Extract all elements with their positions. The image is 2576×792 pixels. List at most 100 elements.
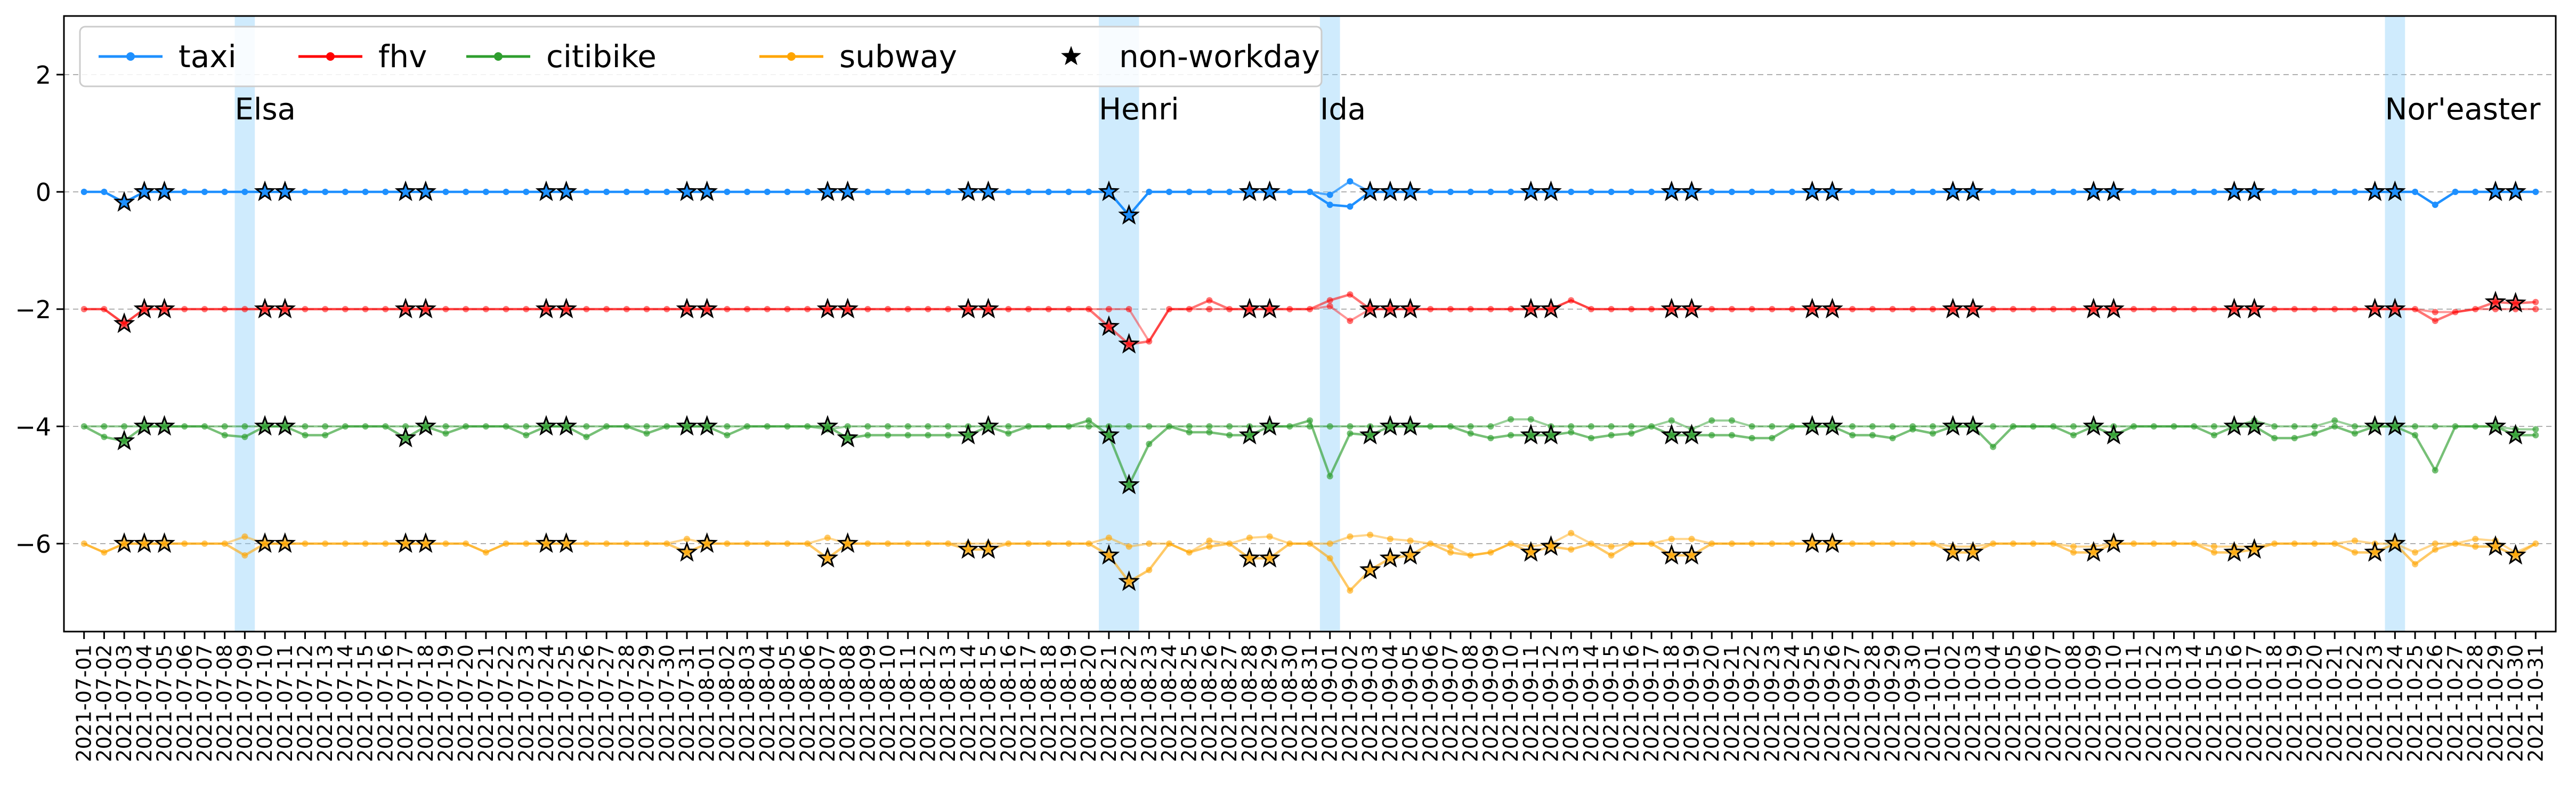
data-point-taxi: [1568, 189, 1575, 195]
data-point-subway: [1608, 552, 1615, 559]
data-point-fhv: [1849, 306, 1856, 312]
data-point-subway: [2150, 540, 2157, 547]
non-workday-marker-subway: [696, 532, 718, 553]
data-point-taxi: [1608, 189, 1615, 195]
non-workday-marker-subway: [1821, 532, 1843, 553]
x-tick-label: 2021-09-02: [1338, 644, 1362, 762]
data-point-fhv: [322, 306, 329, 312]
non-workday-marker-taxi: [676, 180, 698, 201]
data-point-citibike: [583, 433, 590, 440]
data-point-subway: [1105, 535, 1112, 541]
x-tick-label: 2021-09-13: [1559, 644, 1583, 762]
data-point-citibike: [1789, 423, 1796, 430]
non-workday-marker-taxi: [1359, 180, 1381, 201]
data-point-taxi: [2050, 189, 2057, 195]
non-workday-marker-taxi: [1660, 180, 1683, 201]
data-point-taxi: [2472, 189, 2479, 195]
data-point-taxi: [1628, 189, 1635, 195]
non-workday-marker-subway: [1399, 544, 1421, 565]
non-workday-marker-taxi: [394, 180, 417, 201]
x-tick-label: 2021-10-15: [2202, 644, 2226, 762]
data-point-taxi: [1286, 189, 1293, 195]
x-tick-label: 2021-07-01: [72, 644, 96, 762]
data-point-taxi: [2030, 189, 2037, 195]
non-workday-marker-taxi: [153, 180, 175, 201]
data-point-citibike: [784, 423, 791, 430]
non-workday-marker-fhv: [1098, 315, 1120, 336]
data-point-subway: [1688, 536, 1695, 543]
data-point-fhv: [2191, 306, 2198, 312]
data-point-fhv: [2170, 306, 2177, 312]
data-point-citibike: [2030, 423, 2037, 430]
data-point-subway: [1166, 540, 1173, 547]
legend-marker-taxi: [126, 52, 135, 61]
data-point-fhv: [623, 306, 630, 312]
data-point-taxi: [603, 189, 610, 195]
x-tick-label: 2021-10-08: [2062, 644, 2085, 762]
data-point-citibike: [1025, 423, 1032, 430]
x-tick-label: 2021-07-31: [675, 644, 699, 762]
non-workday-marker-citibike: [2103, 424, 2125, 445]
data-point-citibike: [1930, 423, 1936, 430]
data-point-fhv: [603, 306, 610, 312]
data-point-citibike: [322, 432, 329, 439]
data-point-subway: [1367, 531, 1374, 538]
data-point-citibike: [241, 423, 248, 430]
data-point-fhv: [925, 306, 931, 312]
non-workday-marker-subway: [254, 532, 276, 553]
data-point-taxi: [804, 189, 811, 195]
non-workday-marker-citibike: [2243, 415, 2265, 436]
data-point-citibike: [101, 433, 108, 440]
data-point-taxi: [80, 189, 87, 195]
data-point-citibike: [764, 423, 771, 430]
data-point-fhv: [643, 306, 650, 312]
non-workday-marker-taxi: [2484, 180, 2507, 201]
data-point-subway: [824, 535, 831, 541]
x-tick-label: 2021-09-27: [1841, 644, 1864, 762]
non-workday-marker-fhv: [254, 297, 276, 319]
data-point-subway: [2432, 546, 2439, 553]
data-point-subway: [1769, 540, 1776, 547]
x-tick-label: 2021-10-24: [2383, 644, 2407, 762]
x-tick-label: 2021-08-01: [695, 644, 719, 762]
data-point-fhv: [2030, 306, 2037, 312]
event-label: Elsa: [235, 92, 296, 127]
data-point-taxi: [442, 189, 449, 195]
data-point-subway: [1326, 540, 1333, 547]
non-workday-marker-fhv: [535, 297, 557, 319]
data-point-subway: [744, 540, 751, 547]
non-workday-marker-taxi: [2364, 180, 2386, 201]
data-point-subway: [342, 540, 349, 547]
data-point-subway: [362, 540, 369, 547]
data-point-fhv: [1326, 303, 1333, 310]
non-workday-marker-subway: [2384, 532, 2406, 553]
data-point-citibike: [1005, 423, 1012, 430]
data-point-citibike: [2070, 423, 2077, 430]
data-point-taxi: [2131, 189, 2137, 195]
data-point-subway: [1206, 537, 1213, 544]
data-point-citibike: [1286, 423, 1293, 430]
data-point-citibike: [1307, 417, 1313, 424]
data-point-subway: [1286, 540, 1293, 547]
data-point-subway: [1447, 543, 1454, 550]
data-point-taxi: [201, 189, 208, 195]
legend-label: citibike: [546, 38, 657, 75]
data-point-subway: [1407, 537, 1414, 544]
data-point-fhv: [1909, 306, 1916, 312]
data-point-citibike: [2472, 423, 2479, 430]
legend-marker-star: [1061, 46, 1081, 66]
non-workday-marker-subway: [977, 538, 999, 559]
data-point-taxi: [1769, 189, 1776, 195]
x-tick-label: 2021-09-29: [1881, 644, 1905, 762]
data-point-taxi: [904, 189, 911, 195]
data-point-taxi: [362, 189, 369, 195]
data-point-fhv: [1789, 306, 1796, 312]
non-workday-marker-citibike: [977, 415, 999, 436]
non-workday-marker-subway: [2505, 544, 2526, 565]
x-tick-label: 2021-08-16: [997, 644, 1020, 762]
non-workday-marker-fhv: [2083, 297, 2104, 319]
x-tick-label: 2021-07-19: [434, 644, 458, 762]
data-point-subway: [463, 540, 469, 547]
data-point-fhv: [663, 306, 670, 312]
data-point-subway: [1467, 552, 1474, 559]
